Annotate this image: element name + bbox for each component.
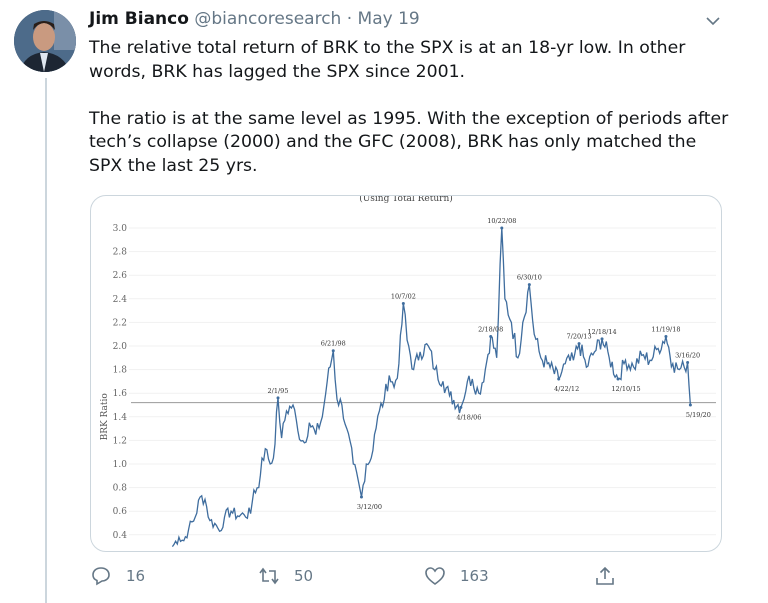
annotation-point <box>577 342 581 346</box>
annotation-point <box>500 226 504 230</box>
annotation-label: 5/19/20 <box>686 411 711 419</box>
annotation-label: 6/30/10 <box>517 274 542 282</box>
annotation-point <box>688 403 692 407</box>
avatar[interactable] <box>14 10 76 72</box>
annotation-point <box>600 337 604 341</box>
y-tick-label: 3.0 <box>113 224 128 234</box>
annotation-label: 2/18/08 <box>478 326 503 334</box>
tweet-text: The relative total return of BRK to the … <box>89 37 729 202</box>
reply-button[interactable]: 16 <box>90 565 145 587</box>
tweet-date[interactable]: May 19 <box>357 9 420 29</box>
annotation-point <box>276 396 280 400</box>
author-name[interactable]: Jim Bianco <box>89 9 189 29</box>
y-tick-label: 0.8 <box>113 484 128 494</box>
annotation-label: 4/22/12 <box>554 385 579 393</box>
y-tick-label: 0.6 <box>113 507 128 517</box>
annotation-label: 10/7/02 <box>391 293 416 301</box>
tweet-header: Jim Bianco @biancoresearch · May 19 <box>89 9 420 29</box>
annotation-point <box>489 335 493 339</box>
avatar-photo-icon <box>14 10 76 72</box>
annotation-point <box>459 405 463 409</box>
like-button[interactable]: 163 <box>424 565 489 587</box>
y-tick-label: 1.0 <box>113 460 128 470</box>
share-button[interactable] <box>594 565 616 587</box>
annotation-label: 11/19/18 <box>651 326 680 334</box>
y-axis-label: BRK Ratio <box>100 393 110 440</box>
y-tick-label: 2.0 <box>113 342 128 352</box>
annotation-label: 7/20/13 <box>567 333 592 341</box>
y-tick-label: 1.6 <box>113 389 128 399</box>
like-count: 163 <box>460 567 489 585</box>
reply-icon <box>92 567 110 586</box>
series-line <box>171 227 692 547</box>
reply-count: 16 <box>126 567 146 585</box>
annotation-point <box>664 335 668 339</box>
y-tick-label: 1.2 <box>113 436 127 446</box>
y-tick-label: 2.2 <box>113 318 127 328</box>
annotation-label: 12/18/14 <box>587 328 616 336</box>
annotation-label: 12/10/15 <box>611 385 640 393</box>
annotation-point <box>359 495 363 499</box>
y-tick-label: 2.4 <box>113 295 128 305</box>
annotation-point <box>557 377 561 381</box>
share-icon <box>596 566 614 585</box>
chart-title: (Using Total Return) <box>359 196 453 204</box>
brk-ratio-chart: (Using Total Return) 0.4 0.6 0.8 1.0 1.2 1.4 1.… <box>100 196 716 547</box>
annotation-label: 3/12/00 <box>357 503 382 511</box>
chart-image-card[interactable]: (Using Total Return) 0.4 0.6 0.8 1.0 1.2 1.4 1.… <box>90 195 722 552</box>
annotation-label: 6/21/98 <box>321 340 346 348</box>
y-tick-label: 2.8 <box>113 248 128 258</box>
annotation-point <box>686 361 690 365</box>
tweet-actions: 16 50 163 <box>88 565 728 591</box>
retweet-count: 50 <box>294 567 314 585</box>
y-tick-label: 0.4 <box>113 531 128 541</box>
y-tick-label: 1.4 <box>113 413 128 423</box>
tweet-paragraph: The ratio is at the same level as 1995. … <box>89 108 729 176</box>
thread-line <box>45 78 47 603</box>
annotation-point <box>527 283 531 287</box>
retweet-icon <box>259 567 279 585</box>
annotation-point <box>331 349 335 353</box>
annotation-point <box>616 377 620 381</box>
annotation-label: 10/22/08 <box>487 217 516 225</box>
annotation-label: 4/18/06 <box>456 413 481 421</box>
annotation-label: 2/1/95 <box>268 387 289 395</box>
tweet-paragraph: The relative total return of BRK to the … <box>89 38 686 82</box>
heart-icon <box>425 567 445 585</box>
y-tick-label: 1.8 <box>113 366 128 376</box>
chevron-down-icon[interactable] <box>704 12 722 30</box>
author-handle[interactable]: @biancoresearch <box>194 9 342 29</box>
annotation-point <box>401 302 405 306</box>
retweet-button[interactable]: 50 <box>258 565 313 587</box>
annotation-label: 3/16/20 <box>675 352 700 360</box>
separator: · <box>346 9 353 29</box>
y-tick-label: 2.6 <box>113 271 128 281</box>
